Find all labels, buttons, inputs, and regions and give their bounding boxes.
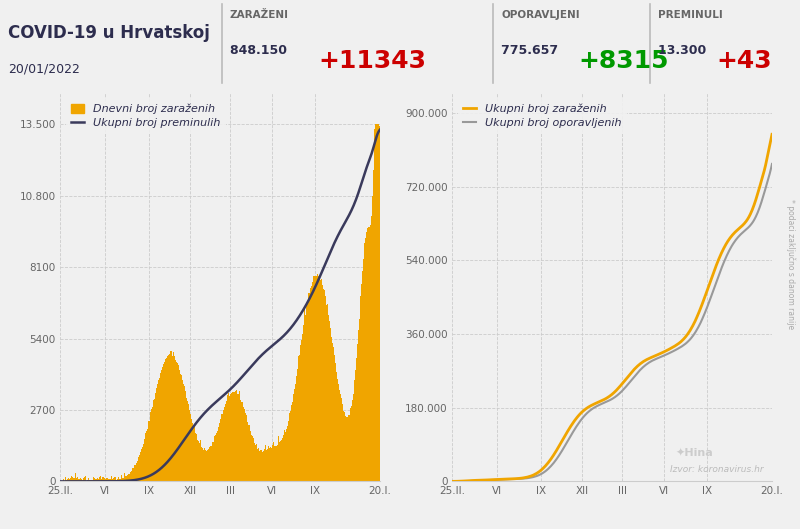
Text: ZARAŽENI: ZARAŽENI <box>230 11 289 21</box>
Text: +43: +43 <box>716 49 772 73</box>
Text: +8315: +8315 <box>578 49 669 73</box>
Text: * podaci zaključno s danom ranije: * podaci zaključno s danom ranije <box>786 199 796 330</box>
Text: ✦Hina: ✦Hina <box>676 448 714 458</box>
Text: OPORAVLJENI: OPORAVLJENI <box>501 11 580 21</box>
Text: 13.300: 13.300 <box>658 44 710 57</box>
Text: 20/01/2022: 20/01/2022 <box>8 63 80 76</box>
Text: 775.657: 775.657 <box>501 44 562 57</box>
Legend: Ukupni broj zaraženih, Ukupni broj oporavljenih: Ukupni broj zaraženih, Ukupni broj opora… <box>458 98 627 133</box>
Text: PREMINULI: PREMINULI <box>658 11 722 21</box>
Legend: Dnevni broj zaraženih, Ukupni broj preminulih: Dnevni broj zaraženih, Ukupni broj premi… <box>66 98 226 133</box>
Text: 848.150: 848.150 <box>230 44 291 57</box>
Text: Izvor: koronavirus.hr: Izvor: koronavirus.hr <box>670 464 763 473</box>
Text: +11343: +11343 <box>318 49 426 73</box>
Text: COVID-19 u Hrvatskoj: COVID-19 u Hrvatskoj <box>8 24 210 42</box>
